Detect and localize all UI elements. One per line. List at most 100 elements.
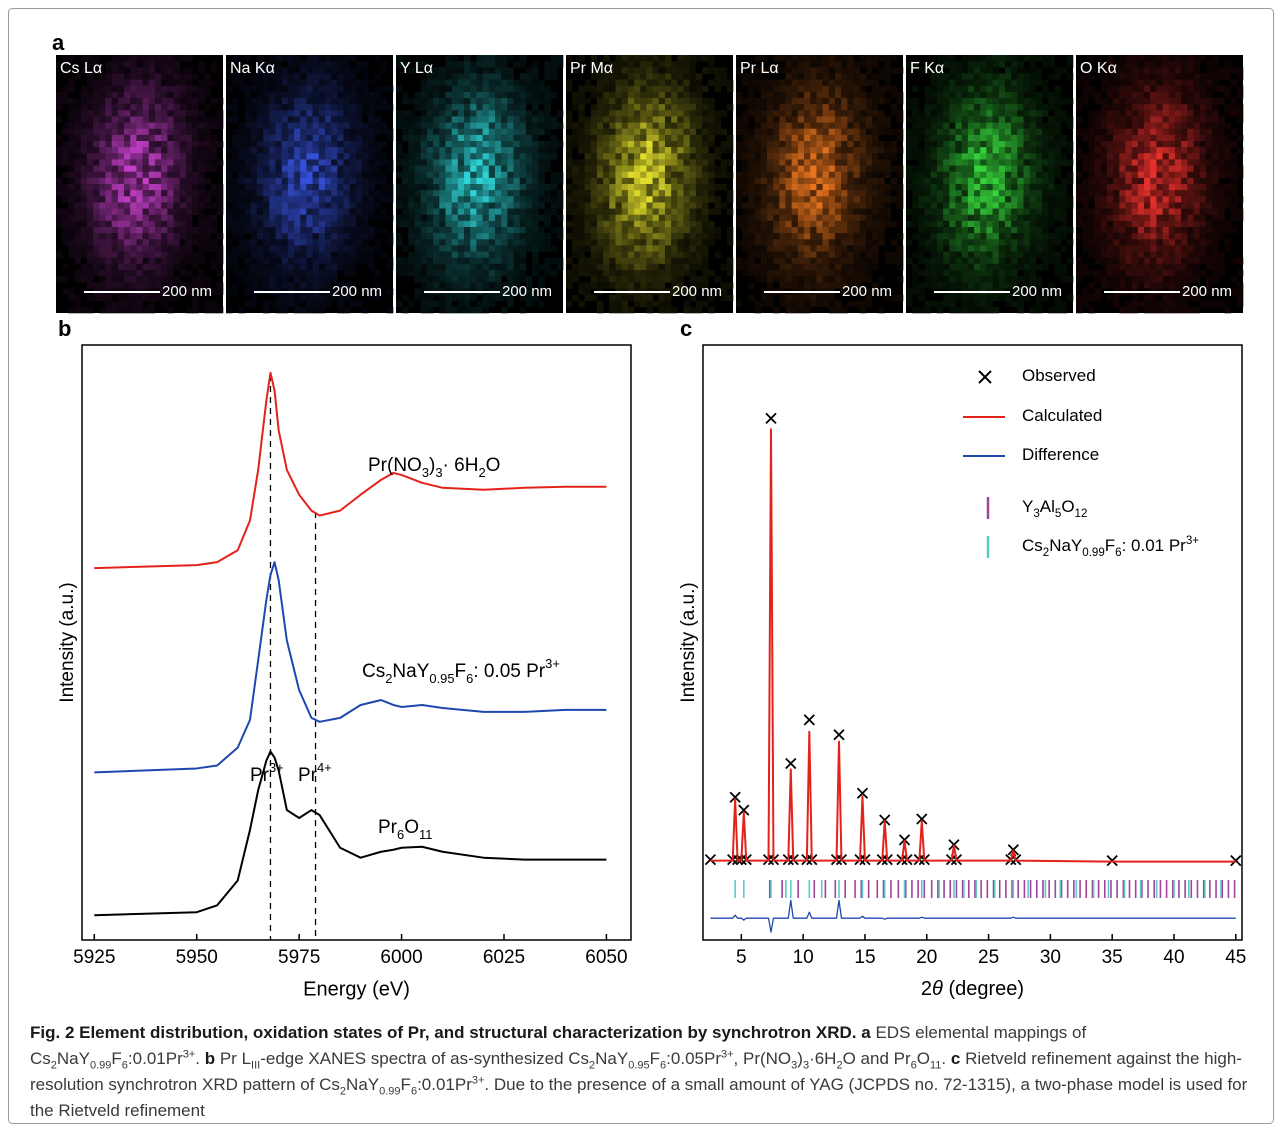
map-pixel (445, 110, 451, 116)
map-pixel (226, 307, 232, 313)
map-pixel (665, 172, 671, 178)
map-pixel (671, 104, 677, 110)
map-pixel (684, 135, 690, 141)
map-pixel (526, 141, 532, 147)
map-pixel (62, 190, 68, 196)
map-pixel (483, 295, 489, 301)
map-pixel (300, 123, 306, 129)
map-pixel (841, 159, 847, 165)
map-pixel (495, 92, 501, 98)
map-pixel (785, 116, 791, 122)
map-pixel (294, 141, 300, 147)
map-pixel (198, 67, 204, 73)
map-pixel (677, 153, 683, 159)
map-pixel (557, 141, 563, 147)
map-pixel (325, 301, 331, 307)
map-pixel (872, 166, 878, 172)
map-pixel (174, 190, 180, 196)
map-pixel (748, 202, 754, 208)
map-pixel (402, 92, 408, 98)
map-pixel (476, 129, 482, 135)
map-pixel (597, 245, 603, 251)
map-pixel (878, 98, 884, 104)
map-pixel (585, 153, 591, 159)
map-pixel (402, 221, 408, 227)
map-pixel (622, 135, 628, 141)
map-pixel (476, 135, 482, 141)
map-pixel (124, 215, 130, 221)
map-pixel (659, 86, 665, 92)
map-pixel (167, 110, 173, 116)
map-pixel (841, 104, 847, 110)
map-pixel (402, 202, 408, 208)
map-pixel (470, 252, 476, 258)
map-pixel (696, 116, 702, 122)
map-pixel (167, 270, 173, 276)
map-pixel (955, 86, 961, 92)
map-pixel (628, 116, 634, 122)
map-pixel (217, 282, 223, 288)
map-pixel (622, 209, 628, 215)
map-pixel (325, 147, 331, 153)
map-pixel (445, 221, 451, 227)
map-pixel (211, 153, 217, 159)
map-pixel (615, 110, 621, 116)
map-pixel (282, 92, 288, 98)
map-pixel (143, 123, 149, 129)
map-pixel (68, 135, 74, 141)
map-pixel (520, 209, 526, 215)
map-pixel (897, 190, 903, 196)
map-pixel (622, 190, 628, 196)
map-pixel (792, 258, 798, 264)
map-pixel (476, 209, 482, 215)
map-pixel (702, 98, 708, 104)
map-pixel (615, 129, 621, 135)
map-pixel (532, 166, 538, 172)
map-pixel (408, 159, 414, 165)
map-pixel (1042, 80, 1048, 86)
map-pixel (294, 202, 300, 208)
map-pixel (755, 172, 761, 178)
map-pixel (748, 178, 754, 184)
map-pixel (742, 98, 748, 104)
map-pixel (180, 209, 186, 215)
map-pixel (458, 159, 464, 165)
map-pixel (439, 252, 445, 258)
map-pixel (538, 172, 544, 178)
map-pixel (124, 147, 130, 153)
map-pixel (829, 153, 835, 159)
map-pixel (105, 258, 111, 264)
map-pixel (609, 98, 615, 104)
map-pixel (761, 98, 767, 104)
map-pixel (872, 80, 878, 86)
map-pixel (306, 98, 312, 104)
map-pixel (665, 227, 671, 233)
map-pixel (356, 178, 362, 184)
map-pixel (829, 264, 835, 270)
map-pixel (325, 123, 331, 129)
map-pixel (167, 135, 173, 141)
map-pixel (433, 178, 439, 184)
map-pixel (816, 301, 822, 307)
map-pixel (514, 258, 520, 264)
map-pixel (578, 190, 584, 196)
map-pixel (609, 295, 615, 301)
map-pixel (452, 270, 458, 276)
map-pixel (816, 61, 822, 67)
map-pixel (962, 73, 968, 79)
map-pixel (56, 252, 62, 258)
map-pixel (597, 135, 603, 141)
map-pixel (180, 135, 186, 141)
map-pixel (362, 245, 368, 251)
map-pixel (684, 258, 690, 264)
map-pixel (238, 233, 244, 239)
map-pixel (306, 110, 312, 116)
map-pixel (878, 178, 884, 184)
map-pixel (344, 104, 350, 110)
map-pixel (634, 141, 640, 147)
map-pixel (325, 190, 331, 196)
map-pixel (860, 116, 866, 122)
map-pixel (245, 270, 251, 276)
map-pixel (167, 245, 173, 251)
map-pixel (810, 147, 816, 153)
